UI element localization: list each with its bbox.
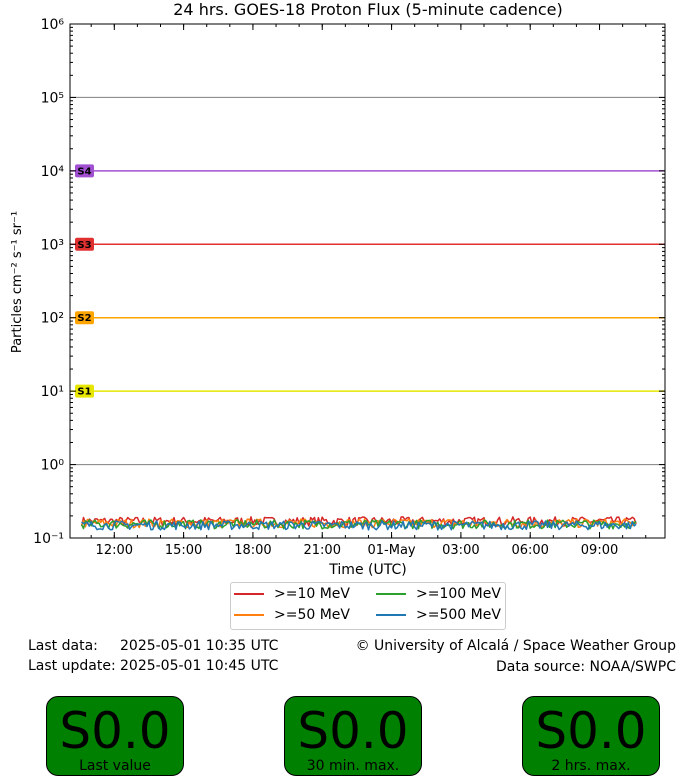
status-box-30min-max: S0.0 30 min. max. <box>284 696 422 776</box>
threshold-label-s3: S3 <box>77 240 91 251</box>
status-value: S0.0 <box>59 702 171 760</box>
x-axis-label: Time (UTC) <box>328 562 406 578</box>
copyright-text: © University of Alcalá / Space Weather G… <box>355 638 676 654</box>
status-label: 30 min. max. <box>306 758 400 774</box>
y-tick-label: 10⁴ <box>41 164 65 180</box>
x-tick-label: 03:00 <box>442 543 479 558</box>
last-update-label: Last update: <box>28 658 116 674</box>
legend-entry: >=50 MeV <box>234 606 350 624</box>
x-tick-label: 09:00 <box>581 543 618 558</box>
status-box-last-value: S0.0 Last value <box>46 696 184 776</box>
legend-swatch <box>376 593 406 595</box>
x-tick-label: 15:00 <box>165 543 202 558</box>
legend-entry: >=100 MeV <box>376 585 501 603</box>
x-tick-label: 06:00 <box>511 543 548 558</box>
y-tick-label: 10⁰ <box>41 458 65 474</box>
legend-swatch <box>234 593 264 595</box>
chart-title: 24 hrs. GOES-18 Proton Flux (5-minute ca… <box>173 0 563 19</box>
status-value: S0.0 <box>535 702 647 760</box>
y-tick-label: 10⁵ <box>41 90 64 106</box>
x-tick-label: 18:00 <box>234 543 271 558</box>
last-data-label: Last data: <box>28 638 98 654</box>
y-tick-label: 10² <box>41 311 64 327</box>
chart-legend: >=10 MeV >=50 MeV >=100 MeV >=500 MeV <box>230 582 506 630</box>
threshold-label-s1: S1 <box>77 387 91 398</box>
y-axis-label: Particles cm⁻² s⁻¹ sr⁻¹ <box>10 211 25 353</box>
legend-label: >=50 MeV <box>274 607 350 623</box>
threshold-label-s2: S2 <box>77 313 91 324</box>
legend-entry: >=10 MeV <box>234 585 350 603</box>
status-label: 2 hrs. max. <box>551 758 631 774</box>
legend-label: >=500 MeV <box>416 607 501 623</box>
legend-entry: >=500 MeV <box>376 606 501 624</box>
threshold-badge-s3 <box>75 237 94 251</box>
y-tick-label: 10³ <box>41 237 64 253</box>
legend-swatch <box>376 614 406 616</box>
last-update-value: 2025-05-01 10:45 UTC <box>120 658 279 674</box>
status-box-2hr-max: S0.0 2 hrs. max. <box>522 696 660 776</box>
data-source-text: Data source: NOAA/SWPC <box>496 659 676 675</box>
y-tick-label: 10⁻¹ <box>33 531 64 547</box>
threshold-badge-s1 <box>75 384 94 398</box>
series-line-500mev <box>81 520 637 531</box>
plot-area: S1 S2 S3 S4 10⁻¹ 10⁰ 10¹ 10² 10³ 10⁴ 10⁵ 10⁶ 12:00 15… <box>33 17 666 558</box>
legend-swatch <box>234 614 264 616</box>
y-tick-label: 10¹ <box>41 384 64 400</box>
status-value: S0.0 <box>297 702 409 760</box>
status-label: Last value <box>79 758 151 774</box>
threshold-badge-s4 <box>75 164 94 178</box>
legend-label: >=10 MeV <box>274 586 350 602</box>
y-tick-label: 10⁶ <box>41 17 65 33</box>
threshold-label-s4: S4 <box>77 166 91 177</box>
plot-frame <box>69 23 666 539</box>
proton-flux-chart: 24 hrs. GOES-18 Proton Flux (5-minute ca… <box>10 0 666 578</box>
last-data-value: 2025-05-01 10:35 UTC <box>120 638 279 654</box>
x-tick-label: 01-May <box>368 543 416 558</box>
threshold-badge-s2 <box>75 311 94 325</box>
x-tick-label: 12:00 <box>96 543 133 558</box>
legend-label: >=100 MeV <box>416 586 501 602</box>
x-tick-label: 21:00 <box>304 543 341 558</box>
